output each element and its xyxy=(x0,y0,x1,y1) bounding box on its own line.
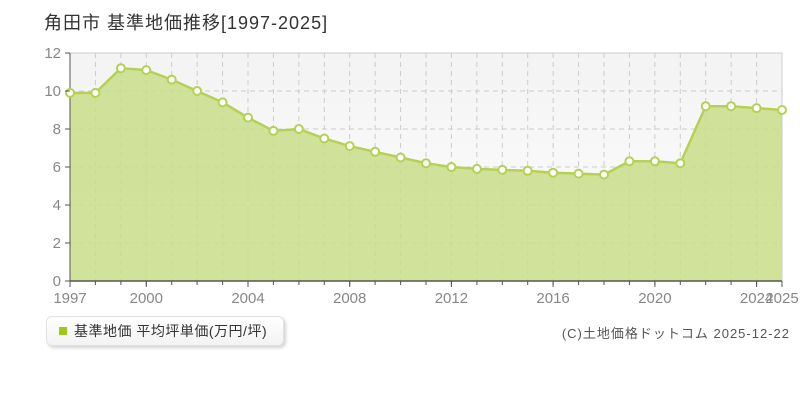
copyright-text: (C)土地価格ドットコム 2025-12-22 xyxy=(561,326,790,341)
data-point-marker xyxy=(166,74,177,85)
data-point-marker xyxy=(522,165,533,176)
x-tick-label: 2024 xyxy=(740,290,773,307)
y-tick-label: 10 xyxy=(44,83,61,100)
data-point-marker xyxy=(395,152,406,163)
y-tick-label: 8 xyxy=(53,121,61,138)
data-point-marker xyxy=(90,87,101,98)
x-tick-label: 2016 xyxy=(536,290,569,307)
x-tick-label: 2012 xyxy=(435,290,468,307)
data-point-marker xyxy=(141,65,152,76)
data-point-marker xyxy=(700,101,711,112)
data-point-marker xyxy=(344,141,355,152)
page-title: 角田市 基準地価推移[1997-2025] xyxy=(44,13,329,33)
x-tick-label: 2025 xyxy=(765,290,798,307)
data-point-marker xyxy=(751,103,762,114)
data-point-marker xyxy=(370,146,381,157)
data-point-marker xyxy=(548,167,559,178)
data-point-marker xyxy=(217,97,228,108)
legend-label: 基準地価 平均坪単価(万円/坪) xyxy=(74,323,268,339)
x-tick-label: 2000 xyxy=(130,290,163,307)
data-point-marker xyxy=(65,87,75,98)
data-point-marker xyxy=(675,158,686,169)
data-point-marker xyxy=(421,158,431,169)
data-point-marker xyxy=(726,101,737,112)
data-point-marker xyxy=(599,169,609,180)
data-point-marker xyxy=(243,112,253,123)
data-point-marker xyxy=(777,105,787,115)
data-point-marker xyxy=(115,63,126,74)
series-marker-icon xyxy=(59,327,67,335)
data-point-marker xyxy=(573,168,584,179)
data-point-marker xyxy=(446,162,457,172)
data-point-marker xyxy=(192,86,203,96)
y-tick-label: 2 xyxy=(53,235,61,252)
data-point-marker xyxy=(319,133,330,144)
data-point-marker xyxy=(649,156,660,167)
data-point-marker xyxy=(293,124,304,134)
x-tick-label: 1997 xyxy=(53,290,86,307)
chart-legend: 基準地価 平均坪単価(万円/坪) xyxy=(46,316,285,346)
y-tick-label: 4 xyxy=(53,197,61,214)
data-point-marker xyxy=(497,164,508,175)
y-tick-label: 6 xyxy=(53,159,61,176)
price-trend-chart: 0 2 4 6 8 10 12 1997 2000 2004 2008 2012 2016 2020 202… xyxy=(44,45,798,307)
x-tick-label: 2004 xyxy=(231,290,264,307)
data-point-marker xyxy=(624,156,635,167)
data-point-marker xyxy=(268,125,279,136)
x-tick-label: 2020 xyxy=(638,290,671,307)
y-tick-label: 0 xyxy=(53,273,61,290)
data-point-marker xyxy=(471,163,482,174)
x-tick-label: 2008 xyxy=(333,290,366,307)
y-tick-label: 12 xyxy=(44,45,61,62)
